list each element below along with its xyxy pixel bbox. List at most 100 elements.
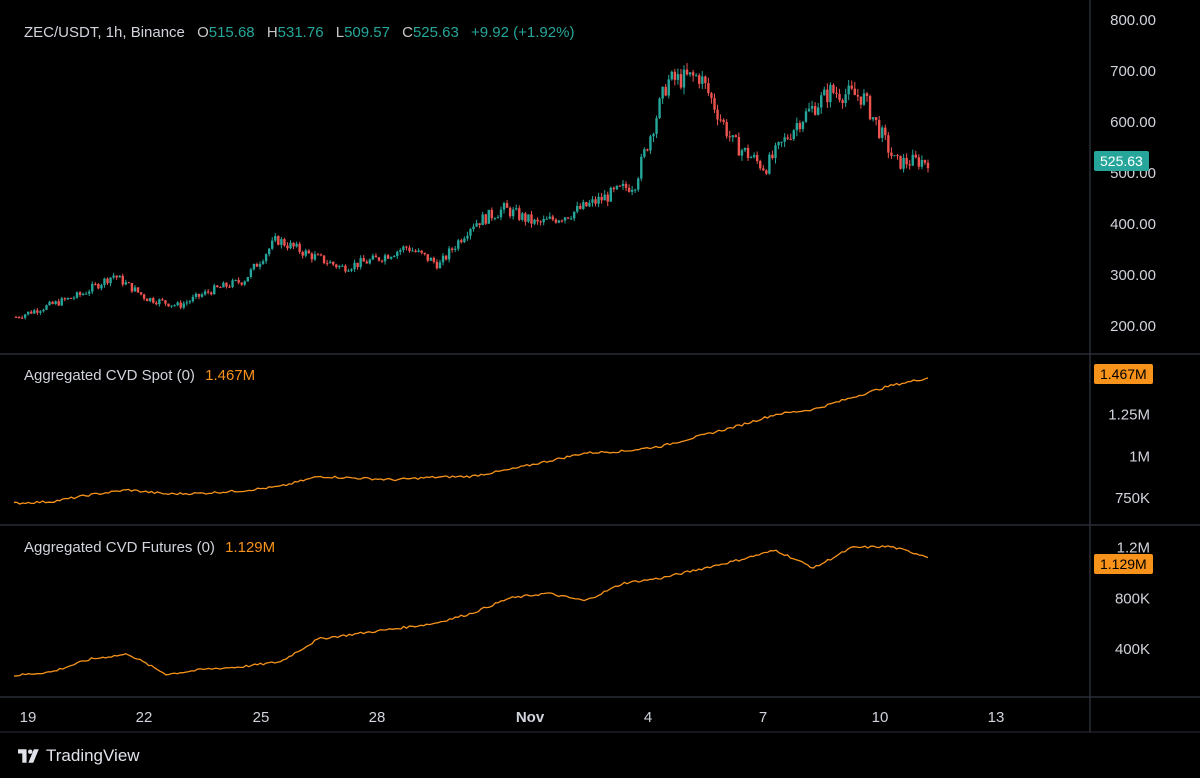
candle-body — [444, 255, 448, 260]
candle-body — [450, 248, 454, 250]
candle-body — [847, 85, 850, 95]
candle-body — [655, 118, 658, 134]
candle-body — [261, 261, 265, 264]
x-tick-label: 19 — [20, 709, 37, 726]
y-tick-label: 1M — [1129, 448, 1150, 465]
candle-body — [728, 136, 731, 138]
candle-body — [749, 157, 753, 159]
candle-body — [816, 107, 820, 115]
candle-body — [197, 293, 201, 297]
candle-body — [54, 301, 57, 304]
candle-body — [862, 93, 866, 105]
candle-body — [173, 305, 176, 307]
futures-title: Aggregated CVD Futures (0) — [24, 539, 215, 556]
symbol-label: ZEC/USDT, 1h, Binance — [24, 24, 185, 41]
candle-body — [713, 98, 716, 110]
candle-body — [765, 170, 768, 174]
candle-body — [454, 248, 457, 250]
candle-body — [710, 93, 713, 99]
candle-body — [536, 219, 539, 222]
candle-body — [850, 85, 853, 89]
candle-body — [75, 292, 79, 298]
candle-body — [252, 263, 256, 270]
candle-body — [585, 202, 588, 207]
candle-body — [97, 283, 100, 289]
high-label: H — [266, 24, 278, 41]
candle-body — [588, 202, 591, 207]
candle-body — [234, 279, 237, 281]
candle-body — [115, 275, 118, 278]
candle-body — [36, 310, 39, 313]
candle-body — [579, 205, 582, 209]
candle-body — [185, 302, 189, 304]
candle-body — [633, 189, 637, 191]
candle-body — [203, 291, 207, 295]
candle-body — [66, 297, 70, 300]
candle-body — [914, 154, 917, 158]
candle-body — [658, 98, 661, 119]
candle-body — [438, 262, 442, 269]
tradingview-label: TradingView — [46, 746, 140, 765]
tradingview-branding[interactable]: TradingView — [18, 744, 140, 768]
candle-body — [84, 293, 88, 295]
close-label: C — [402, 24, 413, 41]
candle-body — [640, 156, 643, 179]
candle-body — [39, 311, 42, 313]
candle-body — [243, 281, 246, 285]
candle-body — [722, 119, 725, 123]
y-tick-label: 1.25M — [1108, 406, 1150, 423]
x-tick-label: 22 — [136, 709, 153, 726]
candle-body — [676, 74, 680, 80]
candle-body — [341, 265, 344, 267]
candle-body — [149, 298, 152, 302]
candle-body — [841, 100, 844, 104]
candle-body — [460, 240, 463, 243]
candle-body — [423, 252, 426, 255]
candle-body — [368, 259, 372, 264]
candle-body — [17, 317, 21, 319]
candle-body — [603, 194, 606, 201]
candle-body — [463, 238, 466, 243]
candle-body — [560, 220, 564, 222]
candle-body — [142, 294, 146, 299]
candle-body — [14, 316, 18, 318]
candle-body — [807, 108, 811, 112]
candle-body — [759, 161, 762, 169]
candle-body — [45, 305, 48, 310]
candle-body — [72, 297, 76, 299]
candle-body — [664, 86, 667, 96]
candle-body — [124, 282, 128, 285]
candle-body — [158, 299, 161, 305]
last-price-tag: 525.63 — [1094, 151, 1149, 171]
candle-body — [576, 205, 579, 212]
y-tick-label: 400.00 — [1110, 216, 1156, 233]
candle-body — [896, 155, 899, 157]
x-tick-label: 13 — [988, 709, 1005, 726]
candle-body — [389, 256, 393, 259]
candle-body — [740, 150, 744, 156]
candle-body — [670, 71, 673, 80]
candle-body — [359, 258, 362, 268]
candle-body — [685, 69, 689, 75]
candle-body — [701, 76, 704, 84]
candle-body — [161, 299, 164, 301]
candle-body — [804, 111, 808, 122]
candle-body — [472, 226, 475, 230]
candle-body — [752, 155, 756, 158]
candle-body — [487, 209, 490, 224]
candle-body — [582, 202, 585, 209]
candle-body — [277, 236, 280, 245]
candle-body — [280, 239, 283, 245]
candle-body — [704, 76, 707, 84]
candle-body — [441, 255, 445, 263]
candle-body — [271, 240, 274, 249]
candle-body — [609, 187, 612, 202]
candle-body — [319, 254, 323, 256]
candle-body — [417, 250, 420, 252]
candle-body — [496, 217, 500, 219]
candle-body — [27, 311, 30, 315]
candle-body — [786, 137, 789, 139]
candle-body — [335, 264, 338, 268]
candle-body — [313, 254, 317, 260]
